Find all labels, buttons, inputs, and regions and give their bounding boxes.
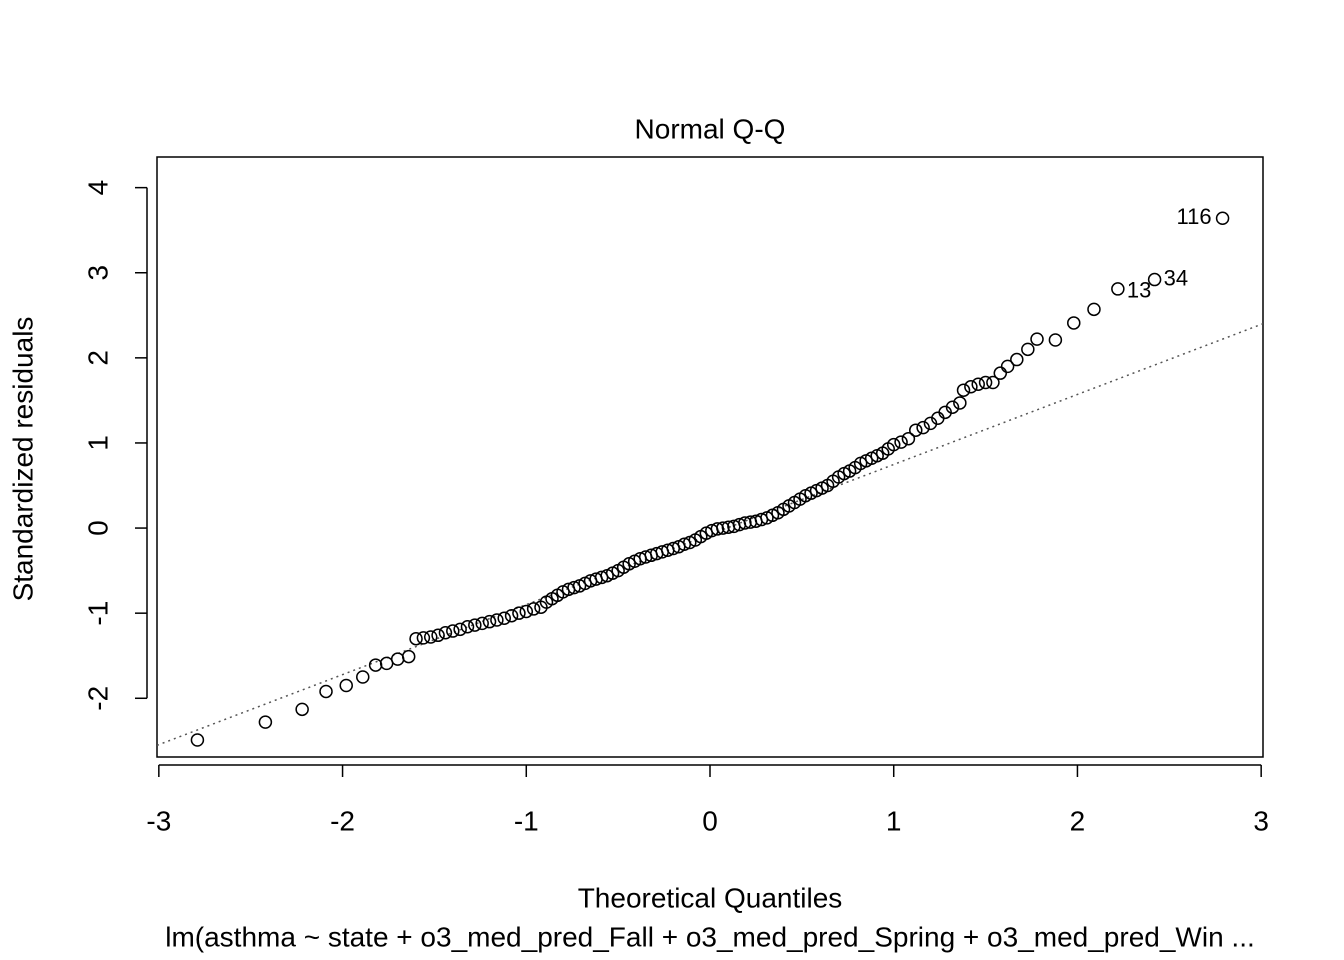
point [356,670,370,684]
point-label: 34 [1164,265,1188,290]
y-tick-label: -1 [82,601,113,626]
point [526,602,541,616]
y-tick-label: 0 [82,520,113,536]
point [1147,272,1162,287]
point [468,618,482,632]
point [490,613,504,627]
y-tick-label: 3 [82,265,113,281]
point [1087,302,1101,317]
point [953,396,967,410]
point-label: 13 [1127,278,1151,303]
point [379,656,394,671]
point [512,606,526,620]
y-tick-label: 4 [82,180,113,196]
y-axis-label: Standardized residuals [7,317,38,602]
point [945,400,960,414]
point [438,625,453,640]
reference-line [157,323,1263,747]
point [916,420,930,435]
point [423,630,438,644]
point [1030,332,1044,346]
x-tick-label: -2 [330,805,355,836]
point [258,715,273,729]
point [956,383,971,397]
point [446,624,460,638]
point [901,431,916,446]
point [431,628,445,643]
point [390,652,405,666]
point [416,631,431,645]
point [986,375,1000,390]
point [894,435,908,449]
point-label: 116 [1177,204,1212,229]
x-tick-label: 2 [1070,805,1086,836]
x-tick-label: 3 [1253,805,1269,836]
point [978,375,993,390]
x-tick-label: 1 [886,805,902,836]
x-tick-label: -1 [514,805,539,836]
y-tick-label: -2 [82,686,113,711]
point [1215,211,1230,226]
point [1067,316,1081,330]
point [339,678,353,693]
point [482,614,497,629]
y-tick-label: 2 [82,350,113,366]
point [453,622,467,637]
plot-frame [156,156,1264,758]
x-tick-label: -3 [146,805,171,836]
point [401,649,416,664]
point [519,604,534,619]
x-axis-label: Theoretical Quantiles [578,882,843,913]
point [368,658,383,672]
chart-title: Normal Q-Q [635,113,786,144]
point [1021,342,1035,357]
point [964,380,978,394]
point [971,377,985,391]
point [886,437,901,452]
point [190,733,205,747]
subtitle: lm(asthma ~ state + o3_med_pred_Fall + o… [165,921,1255,952]
point [497,611,511,626]
y-tick-label: 1 [82,435,113,451]
point [1010,352,1024,367]
point [909,423,923,437]
point [319,684,333,699]
x-tick-label: 0 [702,805,718,836]
point [460,620,475,634]
point [409,631,423,646]
point [1000,359,1015,374]
point [1048,333,1063,347]
point [475,616,489,631]
point [504,608,519,623]
point [1111,282,1125,296]
point [993,366,1008,380]
point [295,702,309,717]
